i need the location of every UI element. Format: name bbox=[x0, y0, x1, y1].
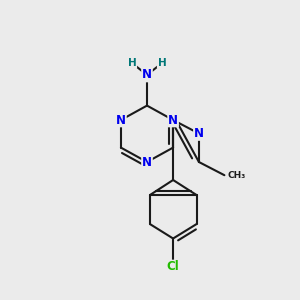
Text: N: N bbox=[116, 113, 126, 127]
Text: N: N bbox=[168, 113, 178, 127]
Text: N: N bbox=[142, 155, 152, 169]
Text: H: H bbox=[158, 58, 166, 68]
Text: H: H bbox=[128, 58, 136, 68]
Text: Cl: Cl bbox=[167, 260, 179, 274]
Text: CH₃: CH₃ bbox=[227, 171, 246, 180]
Text: N: N bbox=[142, 68, 152, 82]
Text: N: N bbox=[194, 127, 204, 140]
